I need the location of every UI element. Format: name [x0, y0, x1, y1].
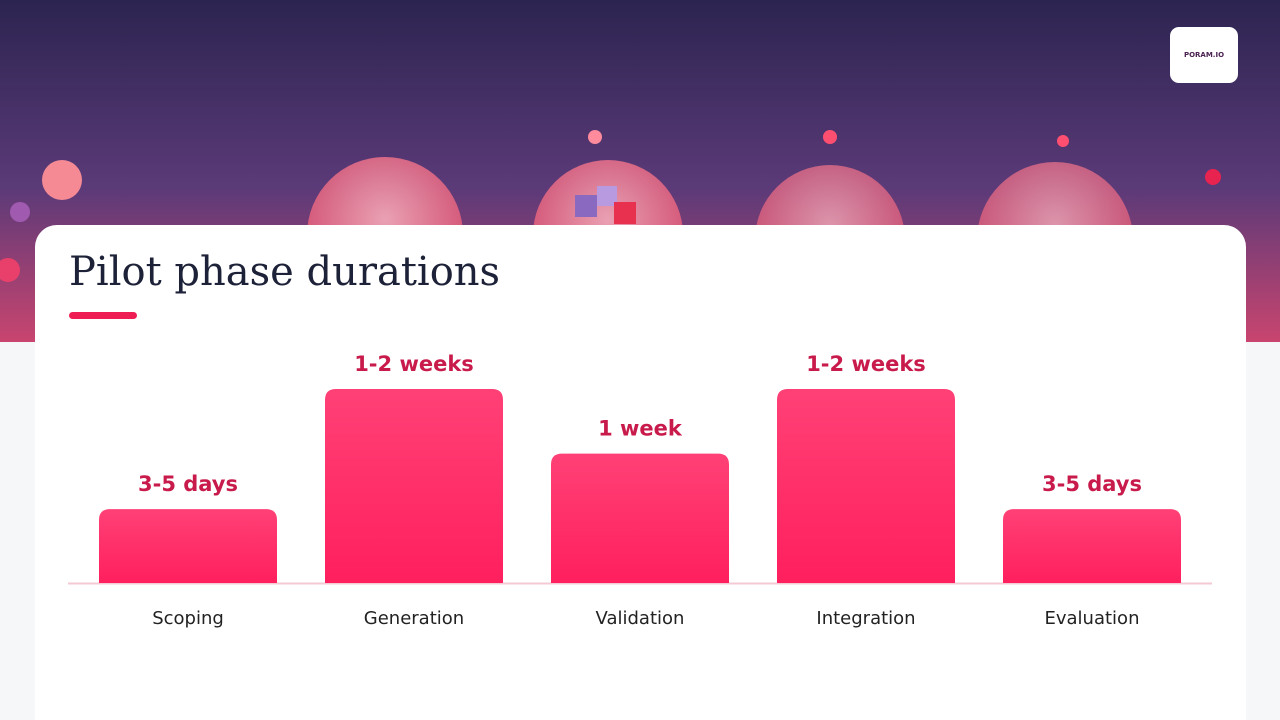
category-label: Integration — [816, 608, 915, 629]
bar — [777, 389, 955, 583]
value-label: 1-2 weeks — [806, 352, 926, 376]
category-label: Evaluation — [1045, 608, 1140, 629]
value-label: 1 week — [598, 417, 683, 441]
category-label: Generation — [364, 608, 464, 629]
title-underline — [69, 312, 137, 319]
chart-title: Pilot phase durations — [69, 249, 500, 295]
category-label: Validation — [596, 608, 685, 629]
logo: PORAM.IO — [1184, 51, 1224, 59]
bar — [99, 509, 277, 583]
bar — [1003, 509, 1181, 583]
value-label: 3-5 days — [138, 472, 238, 496]
value-label: 1-2 weeks — [354, 352, 474, 376]
bar — [325, 389, 503, 583]
bar — [551, 453, 729, 583]
value-label: 3-5 days — [1042, 472, 1142, 496]
category-label: Scoping — [152, 608, 224, 629]
